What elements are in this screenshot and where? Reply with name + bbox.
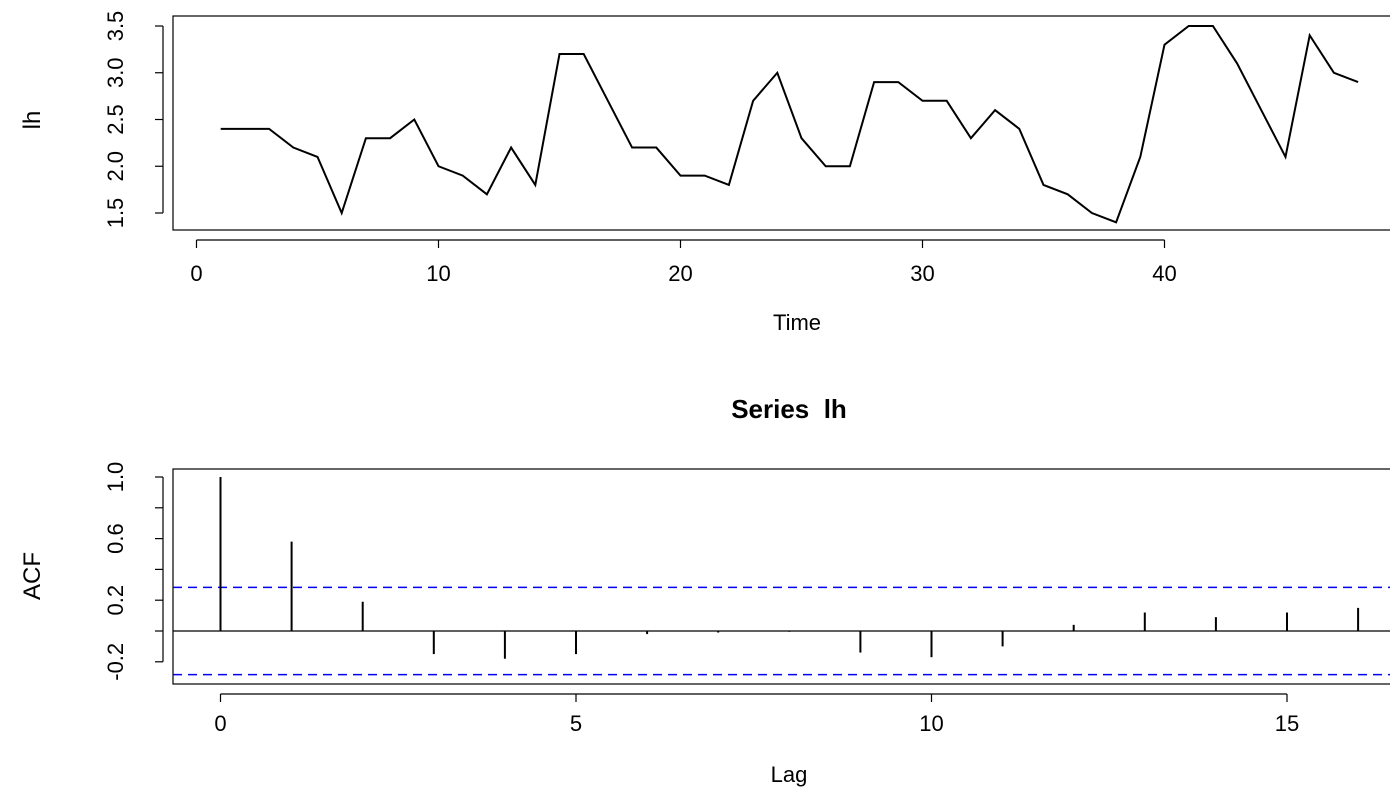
x-tick-label: 30	[910, 261, 934, 286]
y-tick-label: 0.2	[103, 585, 128, 616]
y-tick-label: 2.5	[103, 104, 128, 135]
x-axis-label: Lag	[771, 762, 808, 787]
y-tick-label: 1.5	[103, 198, 128, 229]
x-tick-label: 10	[919, 711, 943, 736]
x-tick-label: 0	[190, 261, 202, 286]
x-axis-label: Time	[773, 310, 821, 335]
x-tick-label: 5	[570, 711, 582, 736]
x-tick-label: 15	[1275, 711, 1299, 736]
x-tick-label: 40	[1152, 261, 1176, 286]
x-tick-label: 0	[214, 711, 226, 736]
time-series-panel: lh Time 0 10 20 30 40 1.5 2.0 2.5 3.0 3.5	[19, 11, 1390, 335]
y-tick-label: 1.0	[103, 462, 128, 493]
x-tick-label: 20	[668, 261, 692, 286]
y-tick-label: -0.2	[103, 643, 128, 681]
series-line	[220, 25, 1359, 224]
y-tick-label: 3.5	[103, 11, 128, 42]
y-tick-label: 2.0	[103, 151, 128, 182]
y-tick-label: 3.0	[103, 57, 128, 88]
y-tick-label: 0.6	[103, 523, 128, 554]
plot-frame	[172, 15, 1390, 231]
plot-frame	[172, 468, 1390, 685]
y-axis-label: lh	[19, 111, 46, 130]
chart-title: Series lh	[731, 394, 847, 424]
acf-panel: Series lh ACF Lag 0 5 10 15 -0.2 0.2 0.6 1.0	[19, 394, 1390, 787]
x-tick-label: 10	[426, 261, 450, 286]
y-axis-label: ACF	[19, 552, 46, 600]
